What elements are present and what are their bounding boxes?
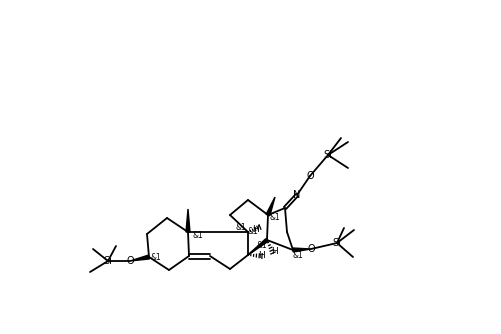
Text: H: H — [259, 250, 266, 260]
Polygon shape — [248, 238, 268, 255]
Text: &1: &1 — [270, 213, 281, 222]
Polygon shape — [266, 197, 275, 216]
Text: Si: Si — [104, 256, 112, 266]
Polygon shape — [293, 248, 311, 252]
Text: Si: Si — [333, 238, 342, 248]
Text: &1: &1 — [192, 231, 203, 240]
Text: &1: &1 — [247, 227, 259, 236]
Text: H: H — [272, 246, 279, 256]
Text: N: N — [293, 190, 301, 200]
Polygon shape — [186, 209, 190, 232]
Polygon shape — [130, 255, 149, 261]
Text: Si: Si — [324, 150, 333, 160]
Text: H: H — [253, 224, 260, 233]
Text: &1: &1 — [257, 240, 268, 249]
Text: &1: &1 — [293, 250, 304, 260]
Text: O: O — [307, 244, 315, 254]
Text: &1: &1 — [151, 254, 161, 263]
Text: O: O — [306, 171, 314, 181]
Text: O: O — [126, 256, 134, 266]
Text: &1: &1 — [235, 222, 246, 231]
